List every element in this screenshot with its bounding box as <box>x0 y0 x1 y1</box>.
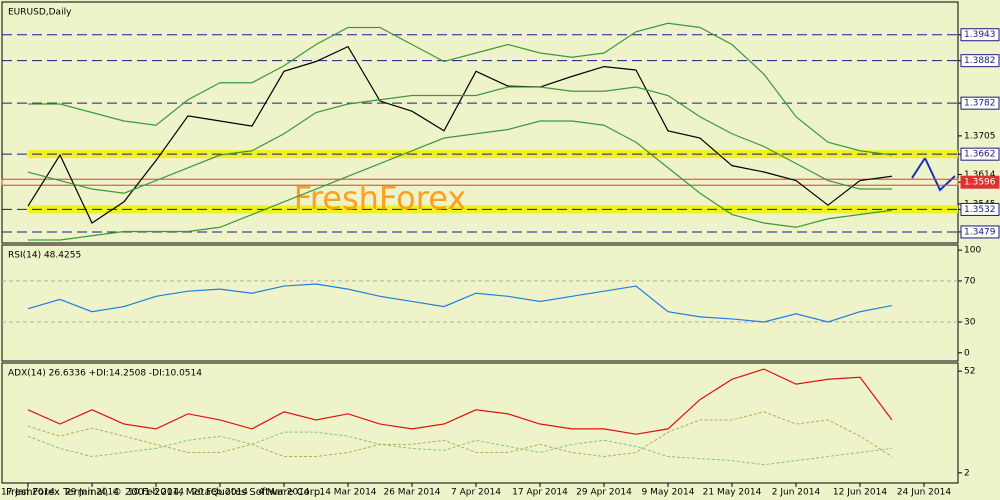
y-tick-label: 1.3596 <box>964 178 996 188</box>
series-line <box>27 45 893 224</box>
x-tick-label: 14 Mar 2014 <box>319 488 376 498</box>
price-label-box <box>960 175 1000 189</box>
price-label-box <box>960 96 1000 110</box>
series-line <box>27 411 893 458</box>
series-line <box>27 86 892 194</box>
y-tick-label: 52 <box>964 367 975 377</box>
y-tick-label: 100 <box>964 246 981 256</box>
x-tick-label: 17 Jan 2014 <box>1 488 55 498</box>
x-tick-label: 7 Apr 2014 <box>451 488 501 498</box>
x-tick-label: 12 Jun 2014 <box>833 488 887 498</box>
x-tick-label: 4 Mar 2014 <box>258 488 310 498</box>
series-line <box>27 368 893 435</box>
x-tick-label: 29 Apr 2014 <box>576 488 632 498</box>
price-label-box <box>960 28 1000 42</box>
panel-title: EURUSD,Daily <box>8 8 72 18</box>
zone-band <box>28 150 958 159</box>
x-tick-label: 2 Jun 2014 <box>772 488 821 498</box>
y-tick-label: 1.3662 <box>964 150 996 160</box>
price-label-box <box>960 202 1000 216</box>
x-tick-label: 24 Jun 2014 <box>897 488 951 498</box>
y-tick-label: 2 <box>964 468 970 478</box>
x-tick-label: 20 Feb 2014 <box>192 488 248 498</box>
y-tick-label: 70 <box>964 276 976 286</box>
y-tick-label: 1.3479 <box>964 227 996 237</box>
x-tick-label: 9 May 2014 <box>642 488 695 498</box>
y-tick-label: 0 <box>964 348 970 358</box>
y-tick-label: 1.3532 <box>964 205 996 215</box>
x-tick-label: 26 Mar 2014 <box>383 488 440 498</box>
price-label-box <box>960 147 1000 161</box>
y-tick-label: 1.3782 <box>964 99 996 109</box>
price-label-box <box>960 225 1000 239</box>
y-tick-label: 1.3614 <box>964 170 996 180</box>
panel-title: RSI(14) 48.4255 <box>8 251 81 261</box>
y-tick-label: 1.3943 <box>964 30 996 40</box>
series-line <box>27 431 893 466</box>
y-tick-label: 30 <box>964 317 976 327</box>
footer: FreshForex Terminal, © 2001-2014, MetaQu… <box>6 487 323 498</box>
series-line <box>28 22 893 156</box>
x-tick-label: 29 Jan 2014 <box>65 488 119 498</box>
x-tick-label: 21 May 2014 <box>703 488 762 498</box>
y-tick-label: 1.3705 <box>964 131 996 141</box>
watermark: FreshForex <box>294 179 467 217</box>
forecast-arrow <box>911 155 956 192</box>
zone-band <box>28 205 958 214</box>
series-line <box>27 283 893 323</box>
x-tick-label: 10 Feb 2014 <box>128 488 184 498</box>
y-tick-label: 1.3882 <box>964 56 996 66</box>
panel-title: ADX(14) 26.6336 +DI:14.2508 -DI:10.0514 <box>8 369 202 379</box>
x-tick-label: 17 Apr 2014 <box>512 488 568 498</box>
series-line <box>28 120 893 241</box>
price-label-box <box>960 54 1000 68</box>
panel-frame <box>1 244 959 362</box>
